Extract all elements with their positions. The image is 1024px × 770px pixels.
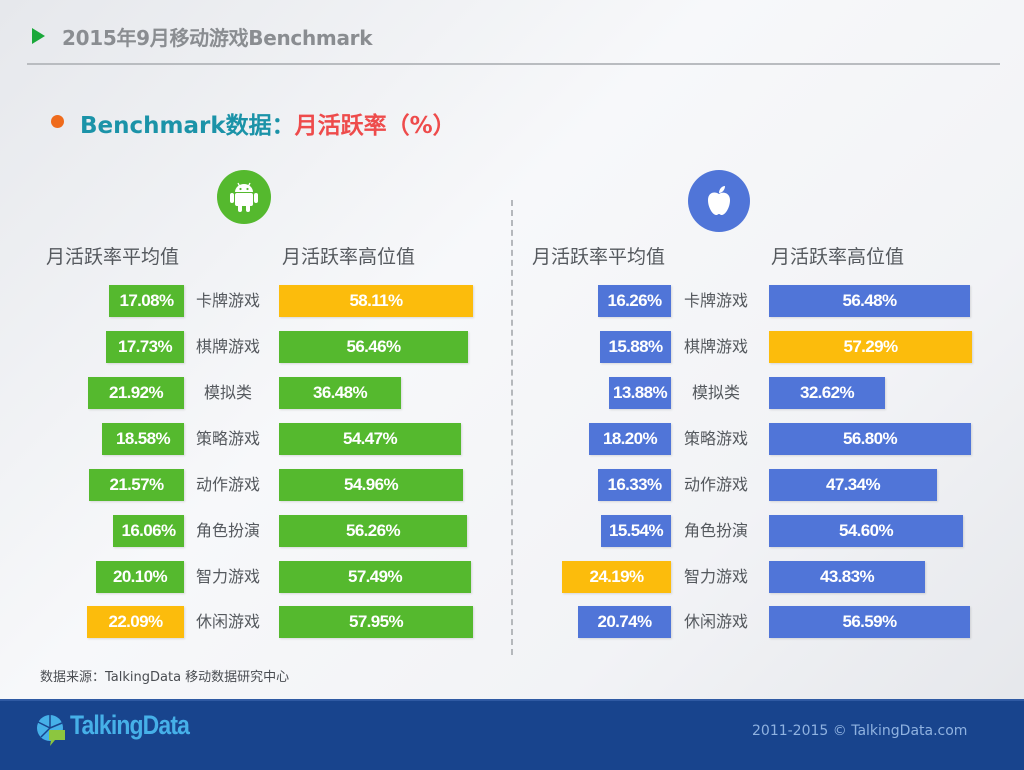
ios-avg-bar: 18.20%	[589, 423, 671, 455]
android-avg-bar: 20.10%	[96, 561, 184, 593]
title-divider	[27, 63, 1000, 65]
android-high-bar: 56.26%	[279, 515, 467, 547]
category-label: 动作游戏	[683, 475, 748, 494]
category-label: 角色扮演	[195, 521, 260, 540]
subtitle-metric: 月活跃率（%）	[294, 113, 456, 139]
ios-avg-bar: 15.88%	[600, 331, 671, 363]
android-high-bar: 56.46%	[279, 331, 468, 363]
android-avg-bar: 18.58%	[102, 423, 184, 455]
android-high-bar: 54.96%	[279, 469, 463, 501]
category-label: 卡牌游戏	[683, 291, 748, 310]
category-label: 策略游戏	[683, 429, 748, 448]
android-avg-bar: 16.06%	[113, 515, 184, 547]
ios-avg-bar: 15.54%	[601, 515, 671, 547]
talkingdata-logo-icon	[35, 714, 69, 752]
ios-avg-bar: 20.74%	[578, 606, 671, 638]
ios-avg-bar: 16.26%	[598, 285, 671, 317]
page-title: 2015年9月移动游戏Benchmark	[62, 26, 373, 50]
footer-bar	[0, 699, 1024, 770]
ios-high-bar: 54.60%	[769, 515, 963, 547]
ios-avg-bar: 24.19%	[562, 561, 671, 593]
ios-high-bar: 56.59%	[769, 606, 970, 638]
android-avg-bar: 21.92%	[88, 377, 184, 409]
category-label: 卡牌游戏	[195, 291, 260, 310]
ios-avg-bar: 16.33%	[598, 469, 671, 501]
ios-high-header: 月活跃率高位值	[771, 246, 905, 268]
bullet-icon	[51, 115, 64, 128]
android-avg-header: 月活跃率平均值	[46, 246, 180, 268]
android-high-bar: 36.48%	[279, 377, 401, 409]
category-label: 智力游戏	[195, 567, 260, 586]
category-label: 棋牌游戏	[195, 337, 260, 356]
android-icon	[217, 170, 271, 224]
talkingdata-logo-text: TalkingData	[70, 710, 190, 740]
android-high-bar: 57.49%	[279, 561, 471, 593]
data-source-note: 数据来源：TalkingData 移动数据研究中心	[40, 670, 290, 685]
category-label: 角色扮演	[683, 521, 748, 540]
category-label: 模拟类	[203, 383, 252, 402]
category-label: 模拟类	[691, 383, 740, 402]
category-label: 智力游戏	[683, 567, 748, 586]
android-avg-bar: 17.08%	[109, 285, 184, 317]
ios-high-bar: 56.80%	[769, 423, 971, 455]
ios-avg-bar: 13.88%	[609, 377, 671, 409]
android-avg-bar: 17.73%	[106, 331, 184, 363]
apple-icon	[688, 170, 750, 232]
android-high-header: 月活跃率高位值	[282, 246, 416, 268]
ios-high-bar: 47.34%	[769, 469, 937, 501]
category-label: 休闲游戏	[195, 612, 260, 631]
platform-divider	[511, 200, 513, 655]
category-label: 休闲游戏	[683, 612, 748, 631]
android-avg-bar: 22.09%	[87, 606, 184, 638]
android-high-bar: 57.95%	[279, 606, 473, 638]
ios-high-bar: 56.48%	[769, 285, 970, 317]
chart-subtitle: Benchmark数据：月活跃率（%）	[80, 106, 456, 140]
category-label: 策略游戏	[195, 429, 260, 448]
category-label: 动作游戏	[195, 475, 260, 494]
title-arrow-icon	[32, 28, 45, 44]
ios-high-bar: 57.29%	[769, 331, 972, 363]
android-avg-bar: 21.57%	[89, 469, 184, 501]
ios-high-bar: 32.62%	[769, 377, 885, 409]
android-high-bar: 58.11%	[279, 285, 473, 317]
ios-high-bar: 43.83%	[769, 561, 925, 593]
category-label: 棋牌游戏	[683, 337, 748, 356]
subtitle-prefix: Benchmark数据：	[80, 113, 295, 139]
android-high-bar: 54.47%	[279, 423, 461, 455]
ios-avg-header: 月活跃率平均值	[532, 246, 666, 268]
copyright-text: 2011-2015 © TalkingData.com	[752, 723, 968, 739]
